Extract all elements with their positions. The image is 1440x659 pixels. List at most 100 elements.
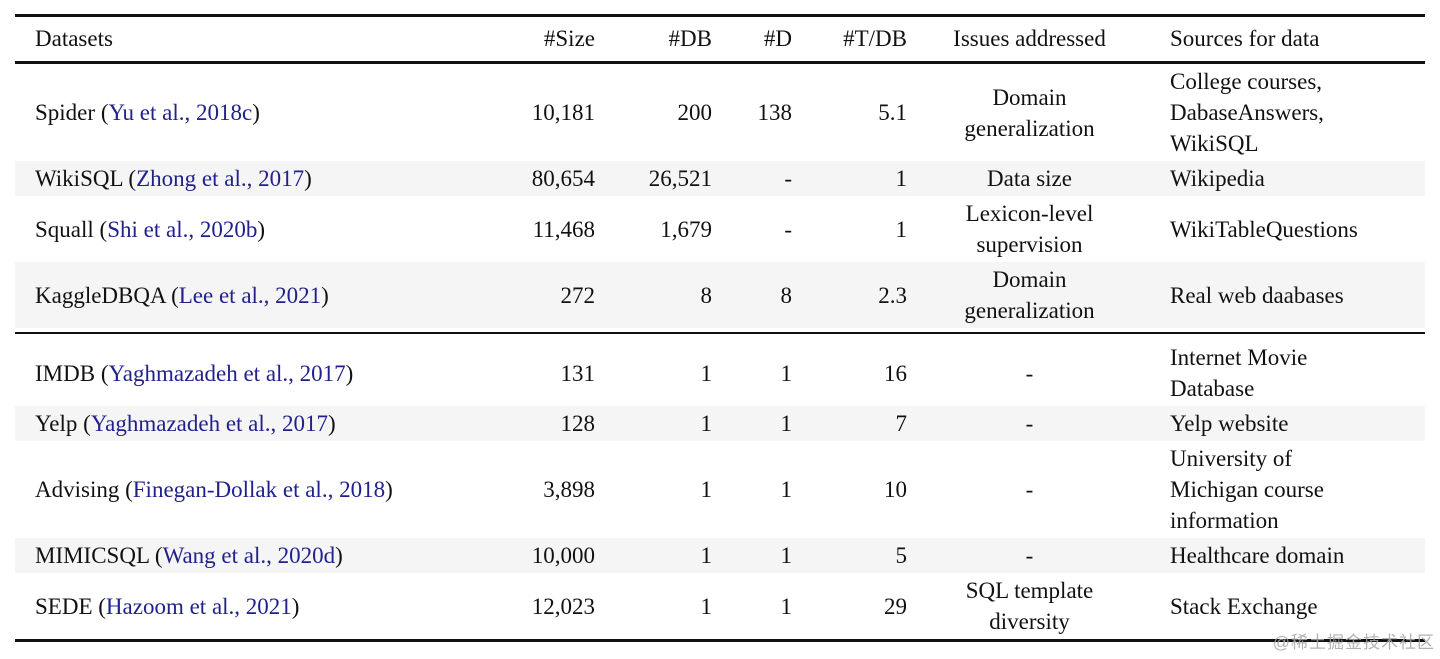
dataset-name: Advising: [35, 477, 120, 502]
open-paren: (: [95, 360, 109, 386]
section-divider: [15, 328, 1425, 340]
table-section-single-domain: IMDB (Yaghmazadeh et al., 2017) 131 1 1 …: [15, 340, 1425, 641]
column-header-size: #Size: [475, 15, 595, 64]
dataset-cell: Squall (Shi et al., 2020b): [15, 196, 475, 262]
open-paren: (: [122, 166, 137, 191]
table-section-cross-domain: Spider (Yu et al., 2018c) 10,181 200 138…: [15, 63, 1425, 328]
size-cell: 12,023: [531, 593, 595, 619]
table-row: Spider (Yu et al., 2018c) 10,181 200 138…: [15, 63, 1425, 162]
sources-cell: Internet Movie Database: [1170, 345, 1308, 401]
tables-per-db-cell: 10: [884, 477, 907, 502]
dataset-cell: MIMICSQL (Wang et al., 2020d): [15, 538, 475, 573]
close-paren: ): [345, 360, 354, 386]
db-count-cell: 1: [700, 477, 713, 502]
tables-per-db-cell: 16: [884, 360, 907, 386]
table-row: SEDE (Hazoom et al., 2021) 12,023 1 1 29…: [15, 573, 1425, 641]
open-paren: (: [119, 477, 133, 502]
citation-link[interactable]: Finegan-Dollak et al., 2018: [132, 477, 386, 502]
sources-cell: University of Michigan course informatio…: [1170, 446, 1324, 533]
citation-link[interactable]: Hazoom et al., 2021: [105, 593, 292, 619]
open-paren: (: [77, 411, 91, 436]
db-count-cell: 1: [700, 411, 713, 436]
header-row: Datasets #Size #DB #D #T/DB Issues addre…: [15, 15, 1425, 64]
db-count-cell: 26,521: [648, 166, 712, 191]
table-header: Datasets #Size #DB #D #T/DB Issues addre…: [15, 15, 1425, 64]
table-row: WikiSQL (Zhong et al., 2017) 80,654 26,5…: [15, 161, 1425, 196]
dataset-cell: SEDE (Hazoom et al., 2021): [15, 573, 475, 641]
domain-count-cell: 138: [757, 100, 793, 125]
dataset-name: Spider: [35, 100, 96, 125]
close-paren: ): [385, 477, 393, 502]
issues-cell: Lexicon-level supervision: [965, 201, 1094, 257]
table-row: Yelp (Yaghmazadeh et al., 2017) 128 1 1 …: [15, 406, 1425, 441]
tables-per-db-cell: 5.1: [878, 100, 907, 125]
domain-count-cell: -: [784, 166, 792, 191]
tables-per-db-cell: 7: [895, 411, 908, 436]
size-cell: 128: [560, 411, 596, 436]
size-cell: 131: [560, 360, 596, 386]
open-paren: (: [149, 543, 163, 568]
tables-per-db-cell: 1: [895, 166, 908, 191]
dataset-name: WikiSQL: [35, 166, 123, 191]
table-row: KaggleDBQA (Lee et al., 2021) 272 8 8 2.…: [15, 262, 1425, 328]
domain-count-cell: 8: [780, 282, 793, 308]
sources-cell: Yelp website: [1170, 411, 1289, 436]
close-paren: ): [291, 593, 300, 619]
domain-count-cell: 1: [780, 411, 793, 436]
size-cell: 10,181: [531, 100, 595, 125]
tables-per-db-cell: 29: [884, 593, 907, 619]
column-header-issues: Issues addressed: [907, 15, 1152, 64]
table-row: MIMICSQL (Wang et al., 2020d) 10,000 1 1…: [15, 538, 1425, 573]
dataset-cell: WikiSQL (Zhong et al., 2017): [15, 161, 475, 196]
issues-cell: Domain generalization: [964, 267, 1095, 323]
db-count-cell: 1,679: [660, 216, 712, 242]
open-paren: (: [93, 216, 108, 242]
sources-cell: College courses, DabaseAnswers, WikiSQL: [1170, 69, 1324, 156]
dataset-cell: Advising (Finegan-Dollak et al., 2018): [15, 441, 475, 538]
db-count-cell: 1: [700, 360, 713, 386]
close-paren: ): [304, 166, 312, 191]
domain-count-cell: 1: [780, 593, 793, 619]
column-header-d: #D: [712, 15, 792, 64]
db-count-cell: 200: [677, 100, 713, 125]
close-paren: ): [257, 216, 266, 242]
sources-cell: Wikipedia: [1170, 166, 1265, 191]
dataset-name: IMDB: [35, 360, 96, 386]
citation-link[interactable]: Shi et al., 2020b: [107, 216, 258, 242]
sources-cell: WikiTableQuestions: [1170, 216, 1358, 242]
column-header-datasets: Datasets: [15, 15, 475, 64]
domain-count-cell: 1: [780, 477, 793, 502]
dataset-name: SEDE: [35, 593, 93, 619]
issues-cell: -: [1025, 543, 1034, 568]
citation-link[interactable]: Yu et al., 2018c: [108, 100, 253, 125]
dataset-cell: Spider (Yu et al., 2018c): [15, 63, 475, 162]
column-header-db: #DB: [595, 15, 712, 64]
dataset-cell: KaggleDBQA (Lee et al., 2021): [15, 262, 475, 328]
tables-per-db-cell: 5: [895, 543, 908, 568]
issues-cell: -: [1025, 360, 1034, 386]
sources-cell: Real web daabases: [1170, 282, 1344, 308]
citation-link[interactable]: Zhong et al., 2017: [136, 166, 305, 191]
issues-cell: Data size: [987, 166, 1072, 191]
open-paren: (: [95, 100, 109, 125]
open-paren: (: [92, 593, 106, 619]
open-paren: (: [165, 282, 179, 308]
domain-count-cell: 1: [780, 543, 793, 568]
tables-per-db-cell: 1: [895, 216, 908, 242]
table-row: Squall (Shi et al., 2020b) 11,468 1,679 …: [15, 196, 1425, 262]
db-count-cell: 8: [700, 282, 713, 308]
issues-cell: SQL template diversity: [965, 578, 1094, 634]
citation-link[interactable]: Wang et al., 2020d: [162, 543, 336, 568]
db-count-cell: 1: [700, 543, 713, 568]
close-paren: ): [328, 411, 336, 436]
close-paren: ): [321, 282, 329, 308]
dataset-cell: IMDB (Yaghmazadeh et al., 2017): [15, 340, 475, 406]
table-row: Advising (Finegan-Dollak et al., 2018) 3…: [15, 441, 1425, 538]
size-cell: 11,468: [532, 216, 595, 242]
size-cell: 272: [560, 282, 596, 308]
citation-link[interactable]: Yaghmazadeh et al., 2017: [90, 411, 329, 436]
watermark: @稀土掘金技术社区: [1272, 633, 1435, 652]
domain-count-cell: -: [784, 216, 792, 242]
citation-link[interactable]: Lee et al., 2021: [178, 282, 322, 308]
citation-link[interactable]: Yaghmazadeh et al., 2017: [108, 360, 346, 386]
